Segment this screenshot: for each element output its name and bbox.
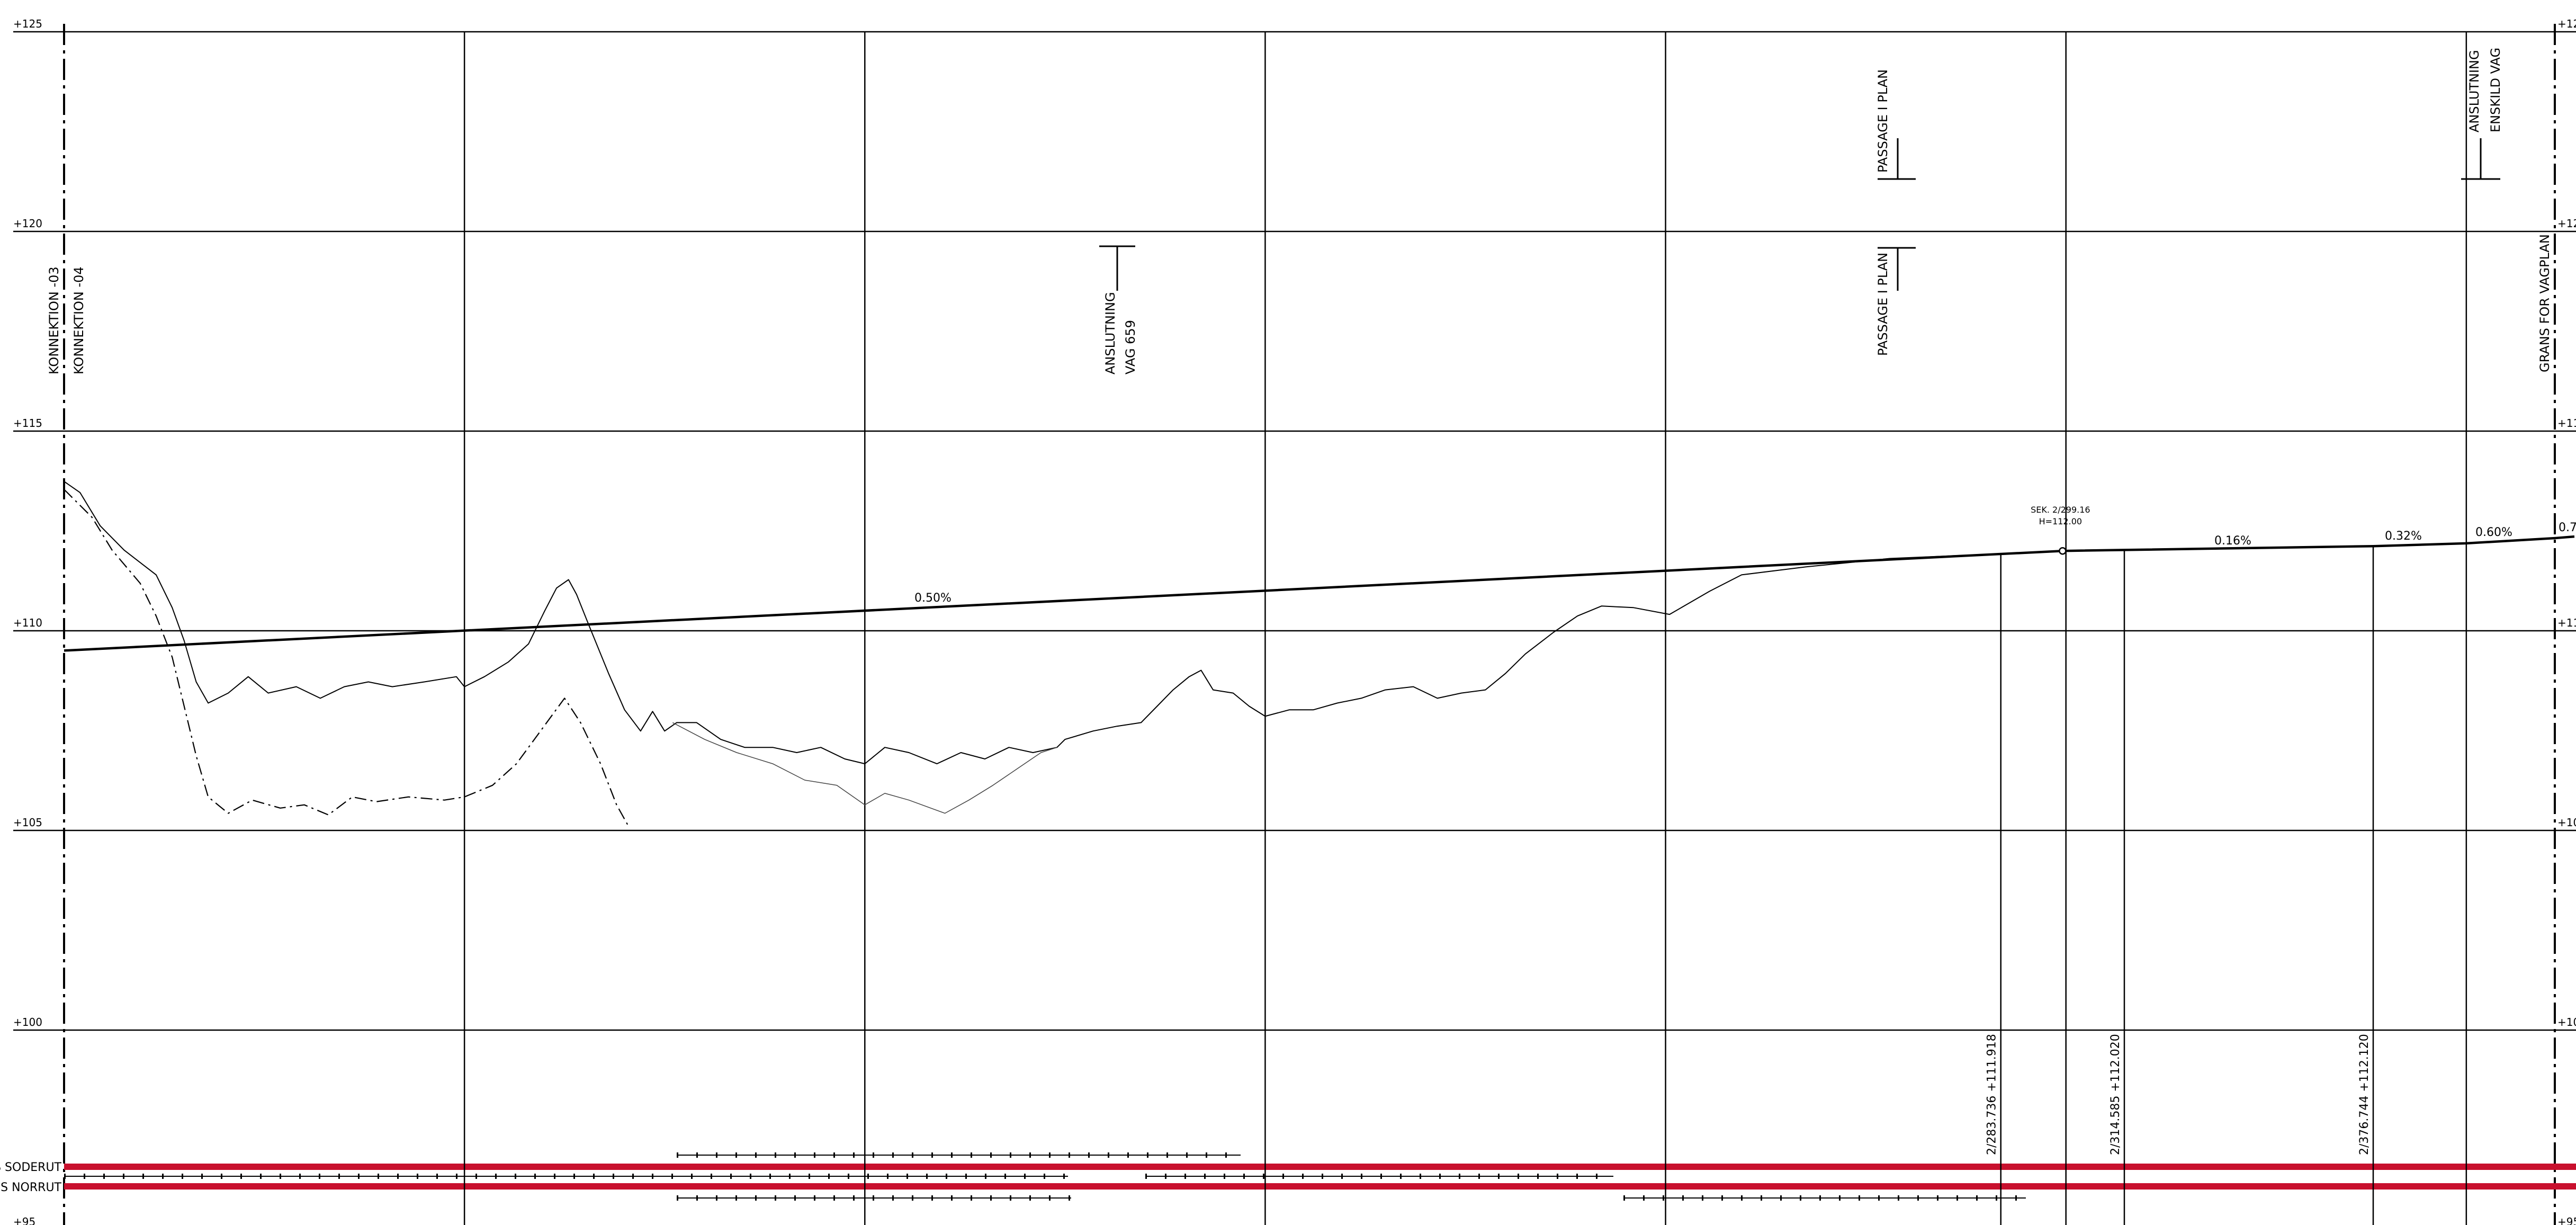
annotation: KONNEKTION -04 (71, 266, 86, 374)
grade-label: 0.7 (2559, 521, 2576, 534)
grade-label: 0.50% (914, 592, 952, 605)
grade-label: 0.60% (2475, 526, 2512, 539)
annotation: VAG 659 (1123, 320, 1138, 374)
y-tick-label: +105 (2557, 816, 2576, 829)
annotation: PASSAGE I PLAN (1875, 253, 1890, 356)
sek-point (2059, 547, 2067, 555)
y-tick-label: +120 (13, 217, 42, 230)
grade-label: 0.16% (2214, 534, 2251, 548)
y-tick-label: +120 (2557, 217, 2576, 230)
y-tick-label: +115 (13, 417, 42, 430)
section-label: 2/283.736 +111.918 (1986, 1034, 1999, 1155)
y-tick-label: +115 (2557, 417, 2576, 430)
profile-line (64, 535, 2575, 652)
plot-layer: +125 +125 +120 +120 +115 +115 +110 +110 +105 +105… (13, 17, 2576, 1225)
y-tick-label: +125 (13, 17, 42, 30)
fence-lines (64, 1152, 2026, 1201)
y-tick-label: +95 (2557, 1215, 2576, 1225)
y-tick-label: +110 (13, 616, 42, 629)
annotation: GRANS FOR VAGPLAN (2537, 234, 2552, 372)
grade-label: 0.32% (2385, 530, 2422, 543)
annotation: PASSAGE I PLAN (1875, 69, 1890, 173)
y-tick-label: +105 (13, 816, 42, 829)
profile-line (64, 489, 630, 827)
annotation: ENSKILD VAG (2488, 48, 2503, 132)
track-label: S NORRUT (1, 1181, 61, 1194)
y-tick-label: +125 (2557, 17, 2576, 30)
y-tick-label: +100 (13, 1016, 42, 1029)
annotation: ANSLUTNING (1103, 292, 1118, 374)
y-tick-label: +110 (2557, 616, 2576, 629)
y-tick-label: +100 (2557, 1016, 2576, 1029)
annotation-symbols (1099, 138, 2500, 291)
annotation: KONNEKTION -03 (47, 266, 61, 374)
y-tick-label: +95 (13, 1215, 35, 1225)
profile-line (672, 722, 1057, 814)
section-label: 2/314.585 +112.020 (2109, 1034, 2122, 1155)
sek-label: H=112.00 (2039, 516, 2082, 526)
track-label: S SODERUT (0, 1161, 62, 1174)
annotation: ANSLUTNING (2467, 50, 2482, 132)
profile-line (64, 481, 2002, 765)
sek-label: SEK. 2/299.16 (2031, 505, 2090, 515)
section-label: 2/376.744 +112.120 (2358, 1034, 2371, 1155)
